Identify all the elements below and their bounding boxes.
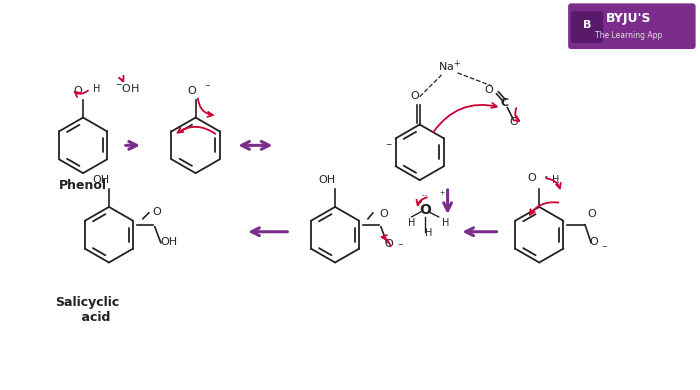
Text: O: O bbox=[419, 203, 430, 217]
Text: H: H bbox=[442, 218, 449, 228]
Text: $^{-}$: $^{-}$ bbox=[601, 245, 608, 255]
Text: O: O bbox=[484, 85, 493, 95]
Text: OH: OH bbox=[161, 237, 178, 246]
Text: O: O bbox=[188, 86, 196, 96]
Text: O: O bbox=[527, 173, 536, 183]
Text: O: O bbox=[509, 117, 518, 128]
Text: B: B bbox=[583, 20, 592, 30]
Text: $^{-}$: $^{-}$ bbox=[385, 142, 393, 152]
Text: O: O bbox=[379, 209, 388, 219]
Text: C: C bbox=[500, 98, 508, 108]
Text: H: H bbox=[552, 175, 559, 185]
Text: $^{-}$: $^{-}$ bbox=[204, 83, 211, 93]
Text: OH: OH bbox=[318, 175, 336, 185]
Text: Na$^{+}$: Na$^{+}$ bbox=[438, 58, 461, 74]
Text: BYJU'S: BYJU'S bbox=[606, 12, 652, 25]
Text: H: H bbox=[408, 218, 415, 228]
Text: O: O bbox=[589, 237, 598, 246]
Text: H: H bbox=[93, 84, 100, 94]
Text: OH: OH bbox=[92, 175, 110, 185]
Text: O: O bbox=[587, 209, 596, 219]
Text: $\cdot$: $\cdot$ bbox=[543, 168, 548, 183]
Text: $^{-}$: $^{-}$ bbox=[397, 243, 404, 253]
FancyBboxPatch shape bbox=[568, 4, 696, 49]
Text: H: H bbox=[425, 228, 432, 238]
Text: The Learning App: The Learning App bbox=[595, 31, 663, 40]
Text: ··: ·· bbox=[421, 190, 428, 203]
Text: $^{-}$OH: $^{-}$OH bbox=[115, 82, 140, 94]
Text: Phenol: Phenol bbox=[59, 179, 107, 192]
Text: O: O bbox=[153, 207, 162, 217]
Text: $^{+}$: $^{+}$ bbox=[439, 190, 446, 200]
Text: O: O bbox=[74, 86, 83, 96]
Text: O: O bbox=[410, 91, 419, 101]
Text: O: O bbox=[385, 239, 393, 249]
Text: Salicyclic
    acid: Salicyclic acid bbox=[55, 296, 119, 324]
FancyBboxPatch shape bbox=[571, 11, 603, 43]
